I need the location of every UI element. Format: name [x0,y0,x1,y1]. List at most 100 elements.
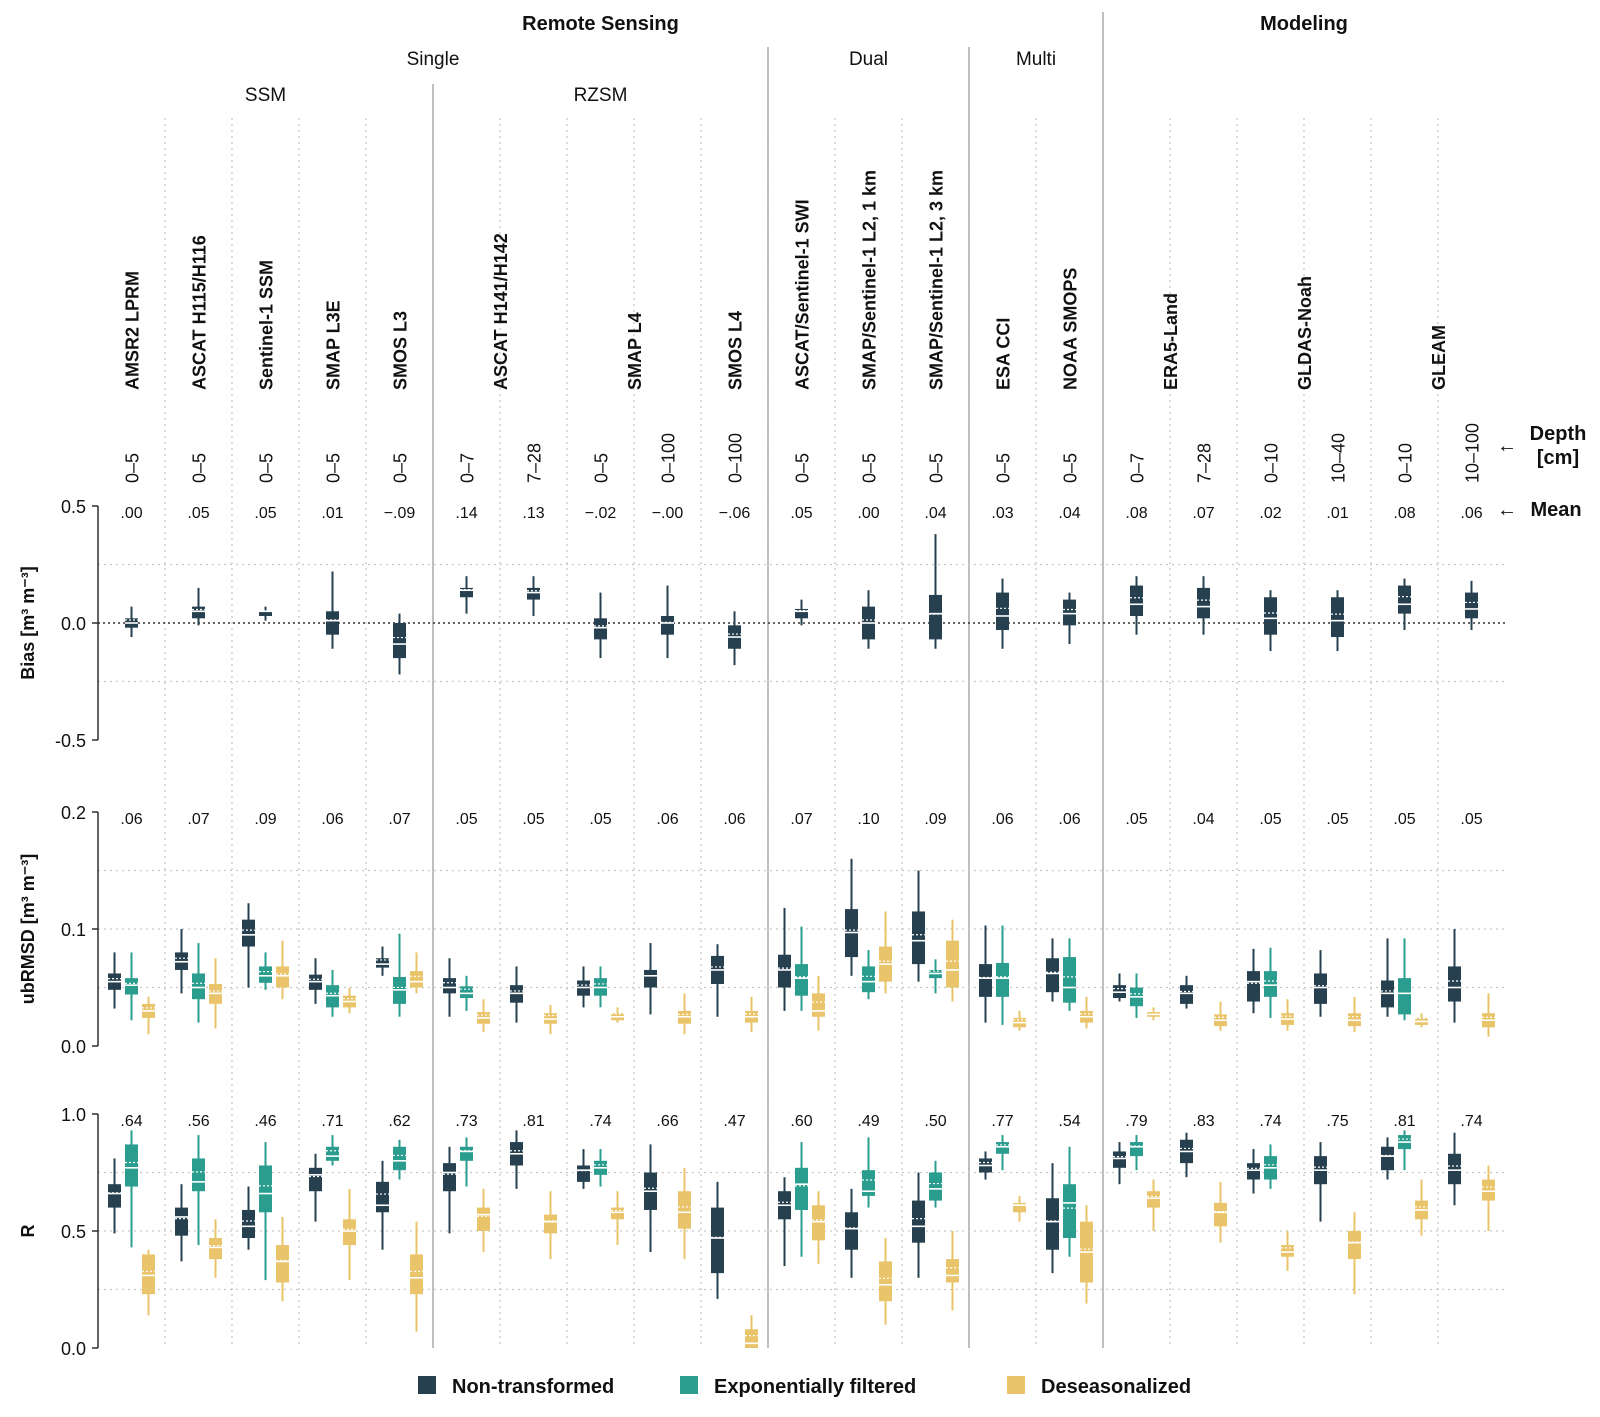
product-name: SMAP L3E [324,300,344,390]
box-body [443,1163,456,1192]
box-body [1063,1184,1076,1239]
box-body [661,615,674,635]
mean-value: .08 [1125,505,1147,522]
header-mid-label: Dual [849,49,888,70]
depth-label: 0–100 [726,433,746,483]
header-mid-label: Single [407,49,460,70]
depth-label: 0–5 [123,453,143,483]
product-name: GLDAS-Noah [1295,276,1315,390]
box-body [577,1165,590,1182]
mean-value: .03 [991,505,1013,522]
box-body [393,623,406,659]
box-body [125,1144,138,1187]
box-body [477,1207,490,1231]
y-tick-label: 0.0 [61,1037,86,1057]
box-body [443,978,456,994]
product-name: SMAP L4 [625,312,645,390]
mean-value: .13 [522,505,544,522]
header-top-label: Modeling [1260,13,1348,35]
panels: 0.5 0.0 -0.5 Bias [m³ m⁻³] .00 .05 .05 .01 −.09.… [18,497,1505,1359]
y-tick-label: -0.5 [55,731,86,751]
box-body [460,587,473,598]
box-body [1398,585,1411,614]
mean-value: .07 [790,811,812,828]
y-tick-label: 0.0 [61,614,86,634]
mean-value: .74 [1259,1113,1281,1130]
product-name: ASCAT H141/H142 [491,233,511,390]
mean-value: .66 [656,1113,678,1130]
box-body [1013,1202,1026,1213]
box-body [1046,1198,1059,1250]
panel: 0.2 0.1 0.0 ubRMSD [m³ m⁻³] .06 .07 .09 .06 .07.… [18,803,1505,1057]
box-body [879,1261,892,1302]
box-body [259,1165,272,1213]
product-name: ERA5-Land [1161,293,1181,390]
box-body [209,1238,222,1260]
box-body [309,1167,322,1192]
box-body [912,1200,925,1243]
mean-value: −.09 [384,505,416,522]
box-body [544,1214,557,1234]
depth-label: 0–5 [793,453,813,483]
box-body [1398,978,1411,1015]
mean-value: .06 [321,811,343,828]
y-tick-label: 0.1 [61,920,86,940]
mean-value: .60 [790,1113,812,1130]
box-body [242,1209,255,1239]
depth-label: 0–5 [592,453,612,483]
product-name: SMOS L3 [391,311,411,390]
product-name: GLEAM [1429,325,1449,390]
legend-swatch [680,1376,698,1394]
box-body [1147,1191,1160,1208]
box-body [460,1146,473,1161]
depth-label: 0–5 [391,453,411,483]
mean-value: .06 [120,811,142,828]
mean-value: .06 [656,811,678,828]
y-tick-label: 0.5 [61,497,86,517]
depth-label: 0–7 [1128,453,1148,483]
depth-label: 0–100 [659,433,679,483]
mean-value: .09 [924,811,946,828]
box-body [946,1259,959,1283]
depth-label: 10–100 [1463,423,1483,483]
header-top-label: Remote Sensing [522,13,679,35]
depth-label: 7–28 [1195,443,1215,483]
header-low-label: SSM [245,85,286,106]
mean-value: .07 [388,811,410,828]
box-body [778,954,791,988]
mean-value: .07 [187,811,209,828]
mean-value: .05 [1125,811,1147,828]
box-body [1197,587,1210,619]
box-body [1281,1245,1294,1257]
mean-value: .74 [1460,1113,1482,1130]
mean-value: .54 [1058,1113,1080,1130]
mean-value: .05 [1460,811,1482,828]
box-body [460,986,473,999]
box-body [1063,599,1076,626]
box-body [259,966,272,983]
mean-value: .05 [254,505,276,522]
box-body [192,1158,205,1192]
header-mid-label: Multi [1016,49,1056,70]
box-body [862,1170,875,1196]
depth-arrow: ← [1497,435,1517,457]
mean-value: .04 [1192,811,1214,828]
mean-value: .06 [991,811,1013,828]
product-name: SMAP/Sentinel-1 L2, 1 km [860,170,880,390]
box-body [795,608,808,619]
box-body [125,978,138,995]
mean-value: .05 [522,811,544,828]
box-body [326,1146,339,1161]
legend-label: Exponentially filtered [714,1376,916,1398]
mean-value: .56 [187,1113,209,1130]
mean-value: −.02 [585,505,617,522]
mean-value: .74 [589,1113,611,1130]
y-tick-label: 0.5 [61,1222,86,1242]
box-body [1046,958,1059,993]
mean-value: .46 [254,1113,276,1130]
box-body [192,973,205,1000]
mean-value: .05 [187,505,209,522]
side-labels: ← Depth [cm] ← Mean [1497,423,1586,521]
product-name: ASCAT/Sentinel-1 SWI [793,199,813,390]
